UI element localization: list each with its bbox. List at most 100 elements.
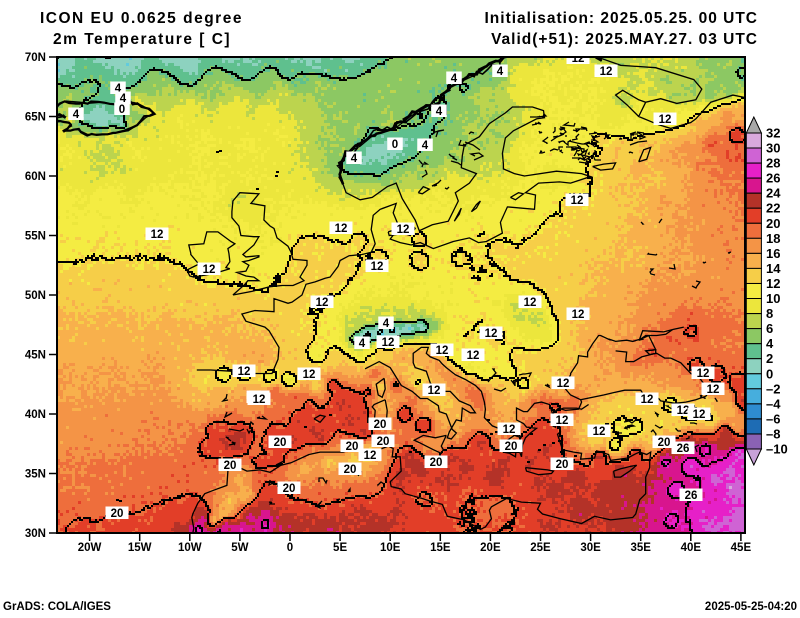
svg-text:4: 4 [436, 106, 443, 118]
svg-text:20: 20 [274, 437, 287, 449]
svg-text:12: 12 [572, 309, 585, 321]
svg-text:30N: 30N [25, 528, 46, 540]
svg-text:45E: 45E [731, 542, 752, 554]
svg-text:15E: 15E [430, 542, 451, 554]
svg-text:60N: 60N [25, 171, 46, 183]
svg-text:40E: 40E [681, 542, 702, 554]
svg-text:ICON EU 0.0625 degree: ICON EU 0.0625 degree [40, 10, 243, 27]
svg-text:20: 20 [346, 441, 359, 453]
svg-text:26: 26 [685, 490, 698, 502]
svg-text:20: 20 [430, 457, 443, 469]
svg-text:28: 28 [766, 156, 780, 171]
svg-text:20: 20 [556, 459, 569, 471]
svg-text:20: 20 [374, 419, 387, 431]
svg-text:16: 16 [766, 246, 780, 261]
svg-text:12: 12 [697, 368, 710, 380]
svg-text:12: 12 [485, 328, 498, 340]
svg-text:30E: 30E [580, 542, 601, 554]
svg-text:12: 12 [335, 223, 348, 235]
svg-text:–6: –6 [766, 411, 780, 426]
svg-text:20E: 20E [480, 542, 501, 554]
svg-text:12: 12 [600, 66, 613, 78]
svg-text:4: 4 [422, 140, 429, 152]
svg-text:0: 0 [119, 104, 125, 116]
svg-text:12: 12 [151, 229, 164, 241]
svg-text:4: 4 [451, 73, 458, 85]
svg-text:Initialisation: 2025.05.25. 00: Initialisation: 2025.05.25. 00 UTC [485, 10, 759, 27]
svg-text:2025-05-25-04:20: 2025-05-25-04:20 [705, 601, 797, 613]
svg-text:12: 12 [397, 224, 410, 236]
svg-text:26: 26 [677, 443, 690, 455]
svg-text:35E: 35E [630, 542, 651, 554]
svg-text:12: 12 [571, 195, 584, 207]
svg-text:12: 12 [593, 426, 606, 438]
svg-text:20: 20 [224, 460, 237, 472]
svg-text:12: 12 [303, 369, 316, 381]
svg-text:12: 12 [371, 261, 384, 273]
svg-text:4: 4 [497, 66, 504, 78]
svg-text:20: 20 [344, 464, 357, 476]
svg-text:65N: 65N [25, 112, 46, 124]
svg-text:12: 12 [659, 114, 672, 126]
svg-text:12: 12 [428, 385, 441, 397]
svg-text:10: 10 [766, 291, 780, 306]
svg-text:–8: –8 [766, 427, 780, 442]
svg-text:5W: 5W [231, 542, 248, 554]
svg-text:14: 14 [766, 261, 781, 276]
svg-text:12: 12 [382, 337, 395, 349]
svg-text:2: 2 [766, 351, 773, 366]
svg-text:0: 0 [287, 542, 293, 554]
svg-text:40N: 40N [25, 409, 46, 421]
svg-text:Valid(+51): 2025.MAY.27. 03 UT: Valid(+51): 2025.MAY.27. 03 UTC [491, 31, 758, 48]
svg-text:12: 12 [766, 276, 780, 291]
svg-text:24: 24 [766, 186, 781, 201]
svg-text:25E: 25E [530, 542, 551, 554]
svg-text:–2: –2 [766, 381, 780, 396]
svg-text:26: 26 [766, 171, 780, 186]
svg-text:GrADS: COLA/IGES: GrADS: COLA/IGES [3, 601, 111, 613]
svg-text:4: 4 [115, 83, 122, 95]
svg-text:20: 20 [283, 483, 296, 495]
svg-text:12: 12 [524, 297, 537, 309]
svg-text:12: 12 [677, 405, 690, 417]
svg-text:4: 4 [351, 153, 358, 165]
svg-text:12: 12 [693, 409, 706, 421]
svg-text:4: 4 [766, 336, 774, 351]
svg-text:20: 20 [766, 216, 780, 231]
svg-text:0: 0 [766, 366, 773, 381]
svg-text:12: 12 [467, 350, 480, 362]
svg-text:20: 20 [658, 437, 671, 449]
svg-text:70N: 70N [25, 52, 46, 64]
svg-text:–4: –4 [766, 396, 781, 411]
svg-text:12: 12 [203, 264, 216, 276]
svg-text:15W: 15W [128, 542, 152, 554]
svg-text:10W: 10W [178, 542, 202, 554]
svg-text:12: 12 [238, 366, 251, 378]
svg-text:55N: 55N [25, 231, 46, 243]
svg-text:12: 12 [572, 53, 585, 65]
svg-text:12: 12 [436, 345, 449, 357]
svg-text:8: 8 [766, 306, 773, 321]
svg-text:30: 30 [766, 141, 780, 156]
svg-text:18: 18 [766, 231, 780, 246]
svg-text:4: 4 [383, 318, 390, 330]
svg-text:12: 12 [503, 424, 516, 436]
svg-text:12: 12 [707, 384, 720, 396]
svg-text:5E: 5E [333, 542, 347, 554]
svg-text:10E: 10E [380, 542, 401, 554]
svg-text:20: 20 [505, 441, 518, 453]
svg-text:4: 4 [73, 109, 80, 121]
svg-text:12: 12 [253, 394, 266, 406]
svg-text:4: 4 [120, 93, 127, 105]
svg-text:12: 12 [364, 450, 377, 462]
svg-text:22: 22 [766, 201, 780, 216]
svg-text:35N: 35N [25, 469, 46, 481]
svg-text:20: 20 [111, 508, 124, 520]
svg-text:4: 4 [359, 338, 366, 350]
svg-text:50N: 50N [25, 290, 46, 302]
svg-text:12: 12 [556, 415, 569, 427]
svg-text:12: 12 [641, 394, 654, 406]
svg-text:–10: –10 [766, 442, 788, 457]
svg-text:12: 12 [316, 297, 329, 309]
svg-text:12: 12 [557, 378, 570, 390]
